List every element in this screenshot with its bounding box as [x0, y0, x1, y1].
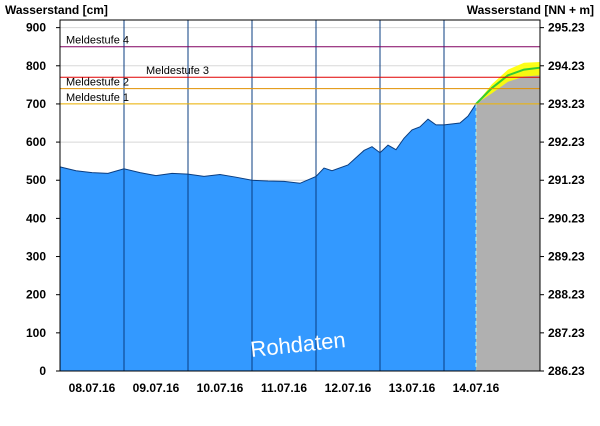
forecast-line [475, 66, 541, 105]
threshold-lines: Meldestufe 1 Meldestufe 2 Meldestufe 3 Meld… [60, 35, 540, 105]
plot-frame [59, 19, 541, 372]
y-tick-label-right: 287.23 [548, 326, 585, 340]
y-tick-label-right: 286.23 [548, 364, 585, 378]
y-tick-label: 400 [26, 211, 46, 225]
threshold-label: Meldestufe 3 [146, 65, 209, 77]
forecast-band [476, 61, 540, 104]
threshold-label: Meldestufe 2 [66, 77, 129, 89]
measured-series [59, 103, 477, 371]
forecast-area [476, 67, 540, 371]
threshold-label: Meldestufe 1 [66, 92, 129, 104]
y-tick-label: 900 [26, 21, 46, 35]
x-tick-label: 12.07.16 [325, 381, 372, 395]
y-tick-label: 0 [39, 364, 46, 378]
x-ticks: 08.07.16 09.07.16 10.07.16 11.07.16 12.07.16… [69, 381, 500, 395]
y-ticks-left: 0 100 200 300 400 500 600 700 800 900 [26, 21, 60, 378]
x-tick-label: 10.07.16 [197, 381, 244, 395]
y-tick-label: 600 [26, 135, 46, 149]
y-tick-label: 800 [26, 59, 46, 73]
measured-area [60, 103, 476, 371]
x-tick-label: 08.07.16 [69, 381, 116, 395]
x-tick-label: 14.07.16 [453, 381, 500, 395]
x-tick-label: 13.07.16 [389, 381, 436, 395]
y-tick-label: 100 [26, 326, 46, 340]
y-tick-label: 700 [26, 97, 46, 111]
y-tick-label-right: 292.23 [548, 135, 585, 149]
y-axis-title-left: Wasserstand [cm] [5, 3, 108, 17]
y-tick-label-right: 295.23 [548, 21, 585, 35]
measured-line [59, 103, 477, 184]
y-tick-label-right: 288.23 [548, 288, 585, 302]
y-tick-label: 500 [26, 173, 46, 187]
x-tick-label: 09.07.16 [133, 381, 180, 395]
y-tick-label: 200 [26, 288, 46, 302]
day-separators [123, 20, 477, 371]
forecast-area [475, 61, 541, 371]
y-tick-label-right: 293.23 [548, 97, 585, 111]
y-tick-label-right: 294.23 [548, 59, 585, 73]
y-tick-label-right: 291.23 [548, 173, 585, 187]
axes [59, 19, 541, 372]
y-tick-label-right: 289.23 [548, 250, 585, 264]
y-ticks-right: 286.23 287.23 288.23 289.23 290.23 291.23 292.… [540, 21, 585, 378]
x-tick-label: 11.07.16 [261, 381, 307, 395]
y-tick-label-right: 290.23 [548, 211, 585, 225]
y-tick-label: 300 [26, 250, 46, 264]
y-axis-title-right: Wasserstand [NN + m] [467, 3, 594, 17]
threshold-label: Meldestufe 4 [66, 35, 129, 47]
